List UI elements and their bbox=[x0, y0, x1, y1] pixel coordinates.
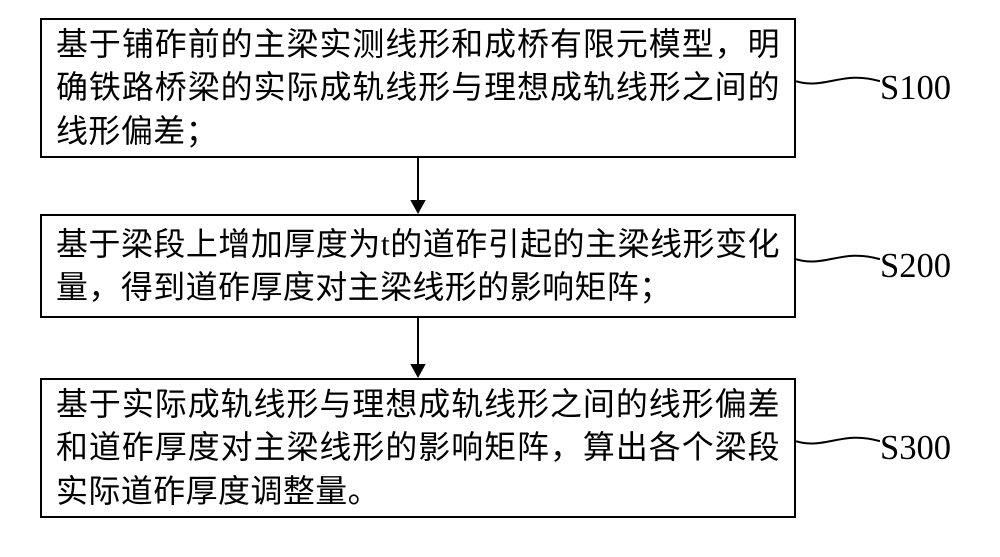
step-box-s300: 基于实际成轨线形与理想成轨线形之间的线形偏差和道砟厚度对主梁线形的影响矩阵，算出… bbox=[40, 378, 796, 518]
flowchart-canvas: 基于铺砟前的主梁实测线形和成桥有限元模型，明确铁路桥梁的实际成轨线形与理想成轨线… bbox=[0, 0, 1000, 557]
step-text-s200: 基于梁段上增加厚度为t的道砟引起的主梁线形变化量，得到道砟厚度对主梁线形的影响矩… bbox=[56, 223, 780, 309]
step-text-s100: 基于铺砟前的主梁实测线形和成桥有限元模型，明确铁路桥梁的实际成轨线形与理想成轨线… bbox=[56, 23, 780, 152]
step-label-s300: S300 bbox=[880, 428, 990, 468]
step-text-s300: 基于实际成轨线形与理想成轨线形之间的线形偏差和道砟厚度对主梁线形的影响矩阵，算出… bbox=[56, 383, 780, 512]
step-box-s200: 基于梁段上增加厚度为t的道砟引起的主梁线形变化量，得到道砟厚度对主梁线形的影响矩… bbox=[40, 214, 796, 318]
callout-curve-s100 bbox=[796, 68, 880, 90]
callout-curve-s200 bbox=[796, 246, 880, 268]
step-box-s100: 基于铺砟前的主梁实测线形和成桥有限元模型，明确铁路桥梁的实际成轨线形与理想成轨线… bbox=[40, 18, 796, 158]
step-label-s200: S200 bbox=[880, 246, 990, 286]
callout-curve-s300 bbox=[796, 428, 880, 450]
arrow-s100-s200 bbox=[398, 158, 438, 214]
arrow-s200-s300 bbox=[398, 318, 438, 378]
step-label-s100: S100 bbox=[880, 68, 990, 108]
